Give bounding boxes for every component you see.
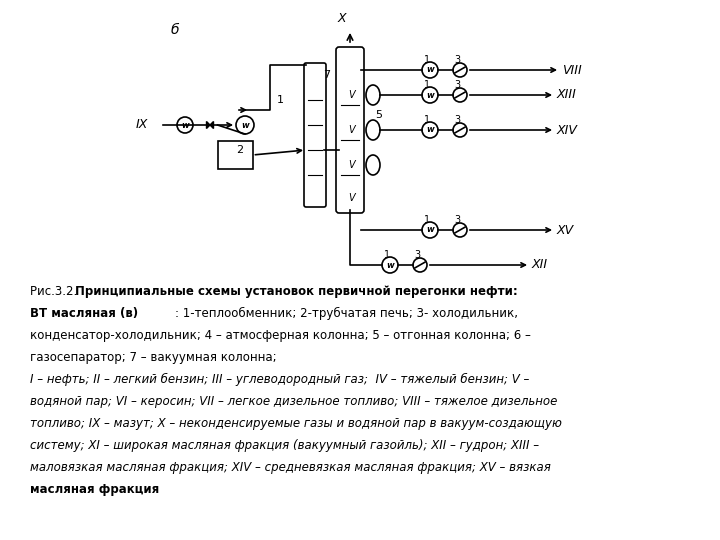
Text: XV: XV (557, 224, 574, 237)
Text: w: w (386, 260, 394, 269)
Text: ВТ масляная (в): ВТ масляная (в) (30, 307, 138, 320)
Text: XIV: XIV (557, 124, 578, 137)
Bar (217, 141, 253, 169)
Text: масляная фракция: масляная фракция (30, 483, 159, 496)
Text: маловязкая масляная фракция; XIV – средневязкая масляная фракция; XV – вязкая: маловязкая масляная фракция; XIV – средн… (30, 461, 551, 474)
Text: 1: 1 (384, 250, 390, 260)
Polygon shape (210, 122, 214, 129)
Text: 1: 1 (424, 215, 430, 225)
Text: 3: 3 (454, 115, 460, 125)
Text: w: w (181, 120, 189, 130)
Text: X: X (338, 12, 346, 25)
Text: конденсатор-холодильник; 4 – атмосферная колонна; 5 – отгонная колонна; 6 –: конденсатор-холодильник; 4 – атмосферная… (30, 329, 531, 342)
Text: 2: 2 (236, 145, 243, 155)
FancyBboxPatch shape (336, 47, 364, 213)
Text: : 1-теплообменник; 2-трубчатая печь; 3- холодильник,: : 1-теплообменник; 2-трубчатая печь; 3- … (175, 307, 518, 320)
Text: V: V (348, 90, 355, 100)
FancyBboxPatch shape (304, 63, 326, 207)
Text: водяной пар; VI – керосин; VII – легкое дизельное топливо; VIII – тяжелое дизель: водяной пар; VI – керосин; VII – легкое … (30, 395, 557, 408)
Text: IX: IX (135, 118, 148, 132)
Text: 1: 1 (424, 55, 430, 65)
Text: XIII: XIII (557, 89, 577, 102)
Text: 3: 3 (454, 55, 460, 65)
Ellipse shape (366, 85, 380, 105)
Text: VIII: VIII (562, 64, 582, 77)
Text: 3: 3 (414, 250, 420, 260)
Text: w: w (426, 65, 434, 75)
Polygon shape (207, 122, 210, 129)
Text: w: w (426, 226, 434, 234)
Text: V: V (348, 125, 355, 135)
Text: 1: 1 (424, 80, 430, 90)
Text: Принципиальные схемы установок первичной перегонки нефти:: Принципиальные схемы установок первичной… (75, 285, 518, 298)
Text: систему; XI – широкая масляная фракция (вакуумный газойль); XII – гудрон; XIII –: систему; XI – широкая масляная фракция (… (30, 439, 539, 452)
Ellipse shape (366, 120, 380, 140)
Text: 1: 1 (424, 115, 430, 125)
Text: б: б (171, 23, 179, 37)
Text: w: w (426, 125, 434, 134)
Text: I – нефть; II – легкий бензин; III – углеводородный газ;  IV – тяжелый бензин; V: I – нефть; II – легкий бензин; III – угл… (30, 373, 529, 386)
Text: V: V (348, 193, 355, 203)
Text: w: w (426, 91, 434, 99)
Text: Рис.3.2.: Рис.3.2. (30, 285, 81, 298)
Text: V: V (348, 160, 355, 170)
Text: 7: 7 (323, 70, 330, 80)
Text: 3: 3 (454, 80, 460, 90)
Text: 1: 1 (276, 95, 284, 105)
Text: w: w (241, 120, 249, 130)
Text: 5: 5 (375, 110, 382, 120)
Ellipse shape (366, 155, 380, 175)
Text: XII: XII (532, 259, 548, 272)
Text: газосепаратор; 7 – вакуумная колонна;: газосепаратор; 7 – вакуумная колонна; (30, 351, 276, 364)
Text: 3: 3 (454, 215, 460, 225)
Text: топливо; IX – мазут; X – неконденсируемые газы и водяной пар в вакуум-создающую: топливо; IX – мазут; X – неконденсируемы… (30, 417, 562, 430)
